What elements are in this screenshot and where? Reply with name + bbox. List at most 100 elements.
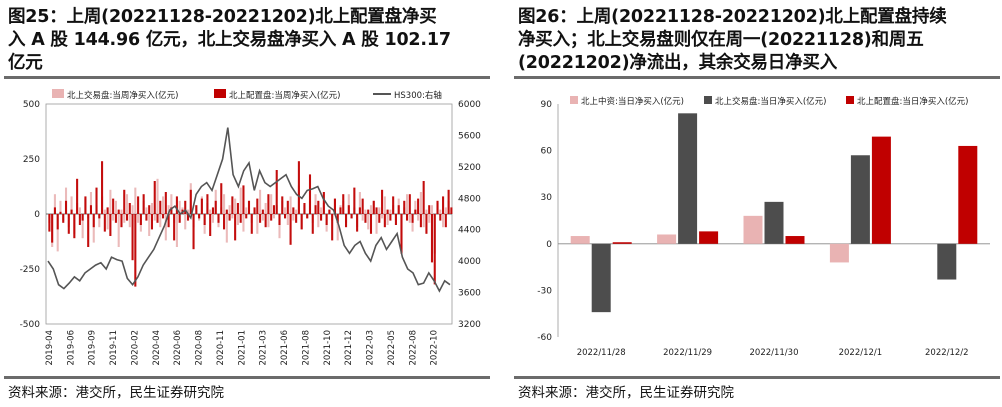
- bar-trading: [286, 214, 289, 225]
- bar-trading: [369, 205, 373, 214]
- bar-allocation: [333, 198, 336, 214]
- bar-allocation: [422, 181, 425, 214]
- bar-allocation: [198, 214, 201, 219]
- bar-allocation: [225, 209, 228, 214]
- left-panel: 图25：上周(20221128-20221202)北上配置盘净买 入 A 股 1…: [0, 0, 492, 407]
- bar-trading: [295, 209, 298, 214]
- legend-swatch: [52, 89, 64, 98]
- bar-trading: [317, 214, 320, 228]
- bar-allocation: [353, 187, 356, 214]
- bar-allocation: [253, 207, 256, 214]
- bar-trading: [386, 214, 389, 225]
- bar-trading: [383, 196, 386, 214]
- right-y-tick-label: 4800: [458, 194, 481, 204]
- bar-allocation: [64, 200, 68, 214]
- bar-allocation: [256, 198, 259, 214]
- bar-trading: [408, 214, 411, 223]
- bar-trading: [131, 205, 134, 214]
- bar-allocation: [419, 214, 422, 228]
- bar-trading: [239, 187, 242, 214]
- bar-allocation: [275, 170, 278, 214]
- x-tick-label: 2022-08: [408, 330, 418, 366]
- bar-trading: [228, 205, 231, 214]
- x-tick-label: 2022-10: [430, 330, 440, 366]
- bar-3-0: [829, 243, 849, 263]
- bar-trading: [236, 214, 239, 225]
- bar-allocation: [139, 214, 142, 225]
- legend-label: HS300:右轴: [394, 90, 442, 101]
- bar-trading: [272, 214, 275, 219]
- left-source-rule: [4, 376, 490, 379]
- x-tick-label: 2019-11: [109, 330, 119, 366]
- bar-trading: [259, 189, 262, 214]
- x-tick-label: 2020-08: [195, 330, 205, 366]
- bar-allocation: [78, 214, 81, 225]
- bar-trading: [78, 207, 81, 214]
- bar-trading: [284, 207, 287, 214]
- bar-allocation: [142, 194, 145, 214]
- bar-allocation: [148, 205, 151, 214]
- bar-trading: [137, 214, 140, 223]
- bar-allocation: [101, 161, 104, 214]
- bar-allocation: [320, 214, 323, 221]
- bar-allocation: [175, 196, 178, 214]
- right-y-tick-label: 6000: [458, 100, 481, 110]
- bar-1-0: [657, 234, 677, 244]
- right-y-tick-label: 5600: [458, 131, 481, 141]
- bar-allocation: [439, 214, 442, 221]
- bar-allocation: [189, 189, 192, 214]
- left-title-rule: [4, 76, 490, 79]
- bar-trading: [261, 214, 264, 221]
- bar-allocation: [117, 209, 120, 214]
- bar-allocation: [364, 214, 367, 223]
- bar-allocation: [220, 183, 223, 214]
- bar-trading: [320, 207, 323, 214]
- bar-allocation: [209, 214, 212, 236]
- bar-allocation: [361, 198, 364, 214]
- bar-allocation: [239, 214, 242, 223]
- bar-allocation: [342, 194, 345, 214]
- bar-allocation: [411, 214, 414, 223]
- bar-allocation: [430, 214, 434, 263]
- bar-allocation: [356, 214, 359, 232]
- bar-allocation: [303, 203, 306, 214]
- bar-trading: [405, 194, 409, 214]
- bar-2-2: [785, 236, 805, 244]
- left-chart: 北上交易盘:当周净买入(亿元) 北上配置盘:当周净买入(亿元) HS300:右轴 -5…: [20, 89, 481, 366]
- bar-allocation: [442, 196, 445, 214]
- bar-allocation: [247, 200, 251, 214]
- bar-allocation: [192, 214, 195, 250]
- bar-allocation: [48, 214, 51, 232]
- bar-allocation: [217, 214, 220, 223]
- bar-allocation: [134, 214, 137, 287]
- bar-trading: [98, 214, 101, 228]
- x-tick-label: 2022/12/1: [839, 348, 883, 358]
- legend-swatch: [214, 89, 226, 98]
- bar-trading: [89, 192, 93, 214]
- bar-allocation: [344, 214, 348, 228]
- x-tick-label: 2022-03: [366, 330, 376, 366]
- bar-trading: [164, 214, 167, 241]
- bar-allocation: [214, 200, 217, 214]
- bar-trading: [134, 187, 137, 214]
- right-y-tick-label: 4000: [458, 257, 481, 267]
- bar-trading: [225, 214, 228, 243]
- bar-allocation: [433, 214, 436, 285]
- bar-allocation: [297, 161, 300, 214]
- bar-trading: [103, 209, 106, 214]
- bar-allocation: [234, 214, 237, 241]
- y-tick-label: 90: [541, 100, 553, 110]
- bar-trading: [209, 209, 212, 214]
- bar-allocation: [436, 200, 439, 214]
- bar-trading: [106, 214, 109, 230]
- bar-trading: [422, 214, 425, 228]
- bar-allocation: [109, 214, 112, 236]
- x-tick-label: 2022-05: [387, 330, 397, 366]
- x-tick-label: 2019-06: [66, 330, 76, 366]
- x-tick-label: 2019-09: [88, 330, 98, 366]
- bar-allocation: [408, 194, 411, 214]
- legend-swatch: [846, 96, 854, 104]
- x-tick-label: 2022/11/30: [750, 348, 799, 358]
- bar-trading: [53, 194, 56, 214]
- bar-allocation: [51, 214, 54, 243]
